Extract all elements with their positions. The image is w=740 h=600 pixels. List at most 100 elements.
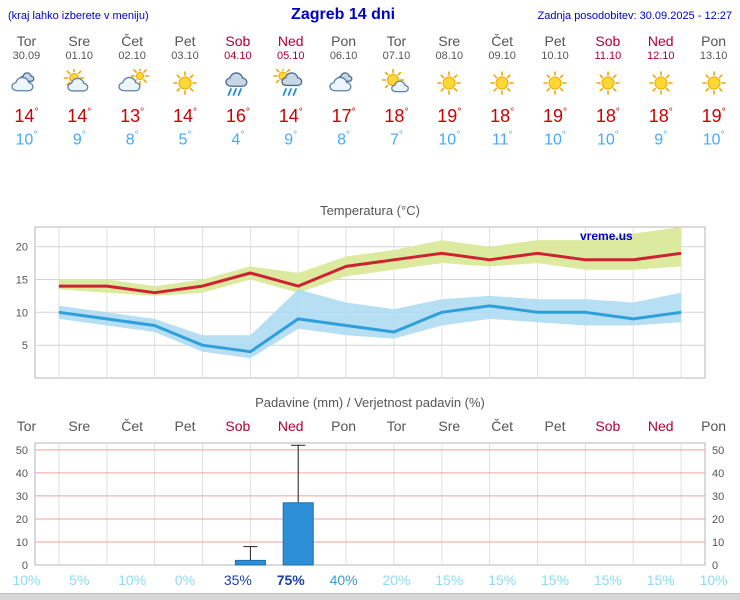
precip-day-label: Sob (595, 418, 621, 435)
precip-probability: 5% (69, 572, 90, 589)
forecast-day-05.10: Ned 05.10 14° 9° (264, 33, 317, 149)
day-name: Pon (701, 33, 727, 49)
day-date: 01.10 (65, 50, 94, 62)
rain-icon (211, 69, 264, 101)
precip-day-label: Ned (647, 418, 674, 435)
temperature-chart: 5 10 15 20 vreme.us (16, 226, 706, 379)
day-date: 08.10 (435, 50, 464, 62)
day-date: 04.10 (224, 50, 252, 62)
precip-day-label: Sob (225, 418, 251, 435)
precip-probability: 15% (435, 572, 464, 589)
precip-chart-title: Padavine (mm) / Verjetnost padavin (%) (255, 395, 485, 411)
high-temp: 18° (490, 106, 515, 126)
high-temp: 14° (14, 106, 39, 126)
forecast-strip: Tor 30.09 14° 10° Sre 01.10 14° 9° Čet 02.10 13° 8°… (0, 26, 740, 149)
precip-probability: 35% (223, 572, 252, 589)
precip-probability: 0% (174, 572, 196, 589)
high-temp: 18° (648, 106, 673, 126)
low-temp: 10° (702, 130, 725, 149)
precip-day-label: Pet (544, 418, 566, 435)
svg-text:10: 10 (16, 537, 28, 549)
day-date: 09.10 (488, 50, 516, 62)
svg-text:50: 50 (712, 445, 724, 457)
svg-text:30: 30 (712, 491, 724, 503)
low-temp: 11° (491, 130, 513, 149)
watermark: vreme.us (580, 229, 633, 243)
precip-probability: 10% (699, 572, 728, 589)
day-date: 05.10 (276, 50, 305, 62)
day-date: 13.10 (699, 50, 728, 62)
last-updated: Zadnja posodobitev: 30.09.2025 - 12:27 (537, 10, 732, 22)
day-name: Sob (595, 33, 621, 49)
precip-probability: 15% (646, 572, 675, 589)
footer-strip (0, 593, 740, 600)
svg-text:5: 5 (22, 341, 28, 353)
day-name: Sre (68, 33, 91, 49)
day-name: Tor (16, 33, 37, 49)
day-date: 30.09 (12, 50, 41, 62)
sun-rain-icon (264, 69, 317, 101)
day-name: Pon (331, 33, 357, 49)
forecast-day-08.10: Sre 08.10 19° 10° (423, 33, 476, 149)
day-date: 07.10 (382, 50, 411, 62)
forecast-day-09.10: Čet 09.10 18° 11° (476, 33, 529, 149)
high-temp: 19° (701, 106, 726, 126)
forecast-day-11.10: Sob 11.10 18° 10° (581, 33, 634, 149)
page-title: Zagreb 14 dni (291, 6, 396, 23)
sunny-icon (159, 69, 212, 101)
high-temp: 13° (120, 106, 145, 126)
mostly-cloudy-icon (106, 69, 159, 101)
forecast-day-03.10: Pet 03.10 14° 5° (159, 33, 212, 149)
day-date: 03.10 (171, 50, 199, 62)
forecast-day-30.09: Tor 30.09 14° 10° (0, 33, 53, 149)
partly-cloudy-icon (53, 69, 106, 101)
forecast-day-06.10: Pon 06.10 17° 8° (317, 33, 370, 149)
svg-text:10: 10 (712, 537, 724, 549)
day-date: 06.10 (329, 50, 358, 62)
precip-day-label: Sre (438, 418, 461, 435)
low-temp: 9° (72, 130, 86, 149)
svg-text:40: 40 (16, 468, 28, 480)
day-name: Ned (277, 33, 304, 49)
low-temp: 5° (178, 130, 192, 149)
header: (kraj lahko izberete v meniju) Zagreb 14… (0, 0, 740, 26)
low-temp: 8° (337, 130, 351, 149)
day-name: Sob (225, 33, 251, 49)
precip-probability: 15% (593, 572, 622, 589)
svg-text:20: 20 (712, 514, 724, 526)
low-temp: 10° (438, 130, 461, 149)
svg-text:40: 40 (712, 468, 724, 480)
precip-probability: 20% (382, 572, 411, 589)
sunny-icon (634, 69, 687, 101)
cloudy-icon (317, 69, 370, 101)
menu-note: (kraj lahko izberete v meniju) (8, 10, 149, 22)
precip-day-label: Pon (331, 418, 357, 435)
precip-day-label: Sre (68, 418, 91, 435)
day-date: 11.10 (594, 50, 622, 62)
high-temp: 18° (384, 106, 409, 126)
low-temp: 7° (389, 130, 403, 149)
precip-probability: 15% (488, 572, 517, 589)
day-name: Tor (386, 33, 407, 49)
high-temp: 14° (172, 106, 198, 126)
precip-probability: 15% (541, 572, 570, 589)
precip-probability: 10% (118, 572, 147, 589)
forecast-day-10.10: Pet 10.10 19° 10° (529, 33, 582, 149)
forecast-day-02.10: Čet 02.10 13° 8° (106, 33, 159, 149)
svg-text:15: 15 (16, 275, 28, 287)
low-temp: 4° (231, 130, 245, 149)
day-name: Sre (438, 33, 461, 49)
high-temp: 16° (225, 106, 250, 126)
temp-chart-title: Temperatura (°C) (320, 203, 420, 219)
sunny-icon (581, 69, 634, 101)
forecast-day-01.10: Sre 01.10 14° 9° (53, 33, 106, 149)
precip-day-label: Tor (16, 418, 37, 435)
forecast-day-07.10: Tor 07.10 18° 7° (370, 33, 423, 149)
cloudy-icon (0, 69, 53, 101)
day-name: Pet (544, 33, 566, 49)
day-date: 12.10 (646, 50, 675, 62)
day-name: Čet (491, 33, 514, 49)
svg-text:10: 10 (16, 308, 28, 320)
forecast-day-12.10: Ned 12.10 18° 9° (634, 33, 687, 149)
